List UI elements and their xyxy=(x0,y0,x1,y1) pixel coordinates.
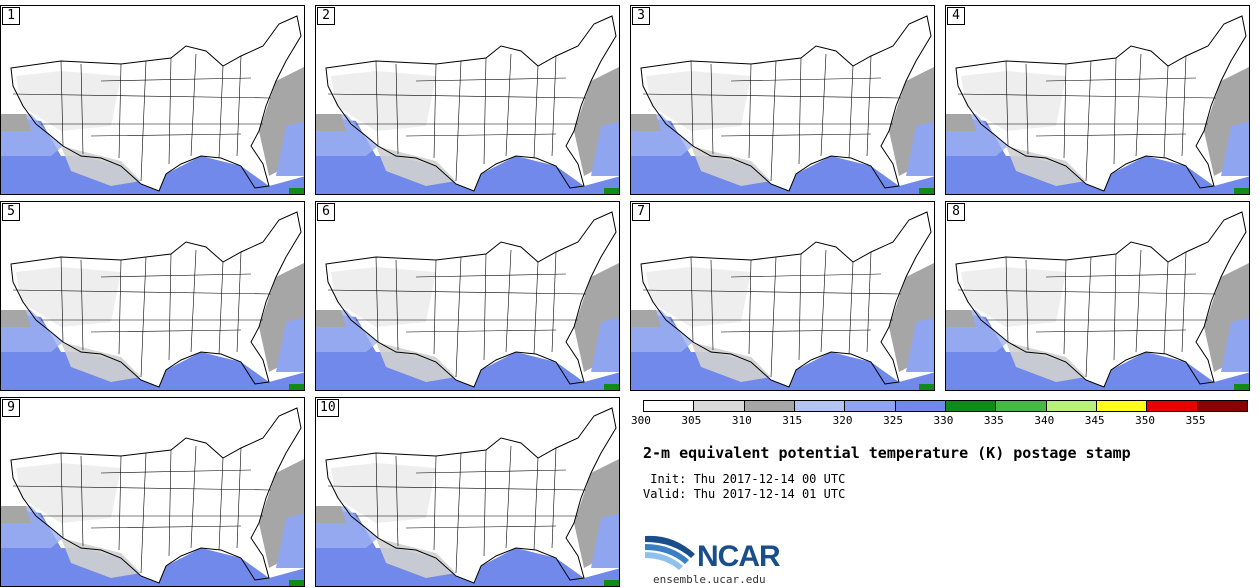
ncar-logo-icon xyxy=(645,535,695,570)
colorbar-segment xyxy=(1147,401,1198,411)
panel-number: 8 xyxy=(947,203,965,221)
colorbar-tick-label: 320 xyxy=(832,414,853,427)
panel-number: 6 xyxy=(317,203,335,221)
panel-number: 3 xyxy=(632,7,650,25)
conus-map xyxy=(946,202,1249,390)
colorbar-segment xyxy=(1046,401,1097,411)
conus-map xyxy=(316,202,619,390)
conus-map xyxy=(316,6,619,194)
colorbar-tick-label: 315 xyxy=(782,414,803,427)
conus-map xyxy=(1,6,304,194)
conus-map xyxy=(631,202,934,390)
colorbar-tick-label: 335 xyxy=(983,414,1004,427)
conus-map xyxy=(946,6,1249,194)
colorbar-segment xyxy=(794,401,846,411)
map-panel: 9 xyxy=(0,397,305,587)
colorbar-tick-label: 305 xyxy=(681,414,702,427)
conus-map xyxy=(1,398,304,586)
map-panel: 3 xyxy=(630,5,935,195)
panel-number: 1 xyxy=(2,7,20,25)
colorbar-tick-label: 310 xyxy=(731,414,752,427)
ncar-logo-text: NCAR xyxy=(697,540,781,573)
map-panel: 5 xyxy=(0,201,305,391)
panel-number: 7 xyxy=(632,203,650,221)
colorbar-segment xyxy=(945,401,997,411)
colorbar-segment xyxy=(644,401,695,411)
site-url: ensemble.ucar.edu xyxy=(653,573,766,586)
colorbar-segment xyxy=(744,401,795,411)
colorbar-tick-label: 300 xyxy=(631,414,651,427)
colorbar-tick-label: 345 xyxy=(1084,414,1105,427)
colorbar-tick-label: 355 xyxy=(1185,414,1206,427)
conus-map xyxy=(631,6,934,194)
colorbar-tick-label: 330 xyxy=(933,414,954,427)
map-panel: 2 xyxy=(315,5,620,195)
colorbar-tick-label: 340 xyxy=(1034,414,1055,427)
panel-number: 2 xyxy=(317,7,335,25)
map-panel: 4 xyxy=(945,5,1250,195)
conus-map xyxy=(1,202,304,390)
colorbar-tick-label: 325 xyxy=(883,414,903,427)
panel-number: 10 xyxy=(317,399,339,417)
valid-time: Valid: Thu 2017-12-14 01 UTC xyxy=(643,487,846,501)
panel-number: 4 xyxy=(947,7,965,25)
map-panel: 8 xyxy=(945,201,1250,391)
init-time: Init: Thu 2017-12-14 00 UTC xyxy=(643,472,846,486)
colorbar-tick-label: 350 xyxy=(1135,414,1156,427)
colorbar-segment xyxy=(895,401,946,411)
colorbar-segment xyxy=(1197,401,1247,411)
plot-title: 2-m equivalent potential temperature (K)… xyxy=(643,444,1131,462)
map-panel: 7 xyxy=(630,201,935,391)
colorbar-segment xyxy=(845,401,896,411)
panel-number: 5 xyxy=(2,203,20,221)
colorbar-segment xyxy=(996,401,1047,411)
conus-map xyxy=(316,398,619,586)
map-panel: 10 xyxy=(315,397,620,587)
colorbar-segment xyxy=(1096,401,1148,411)
map-panel: 6 xyxy=(315,201,620,391)
panel-number: 9 xyxy=(2,399,20,417)
colorbar xyxy=(643,400,1248,412)
map-panel: 1 xyxy=(0,5,305,195)
colorbar-segment xyxy=(694,401,745,411)
